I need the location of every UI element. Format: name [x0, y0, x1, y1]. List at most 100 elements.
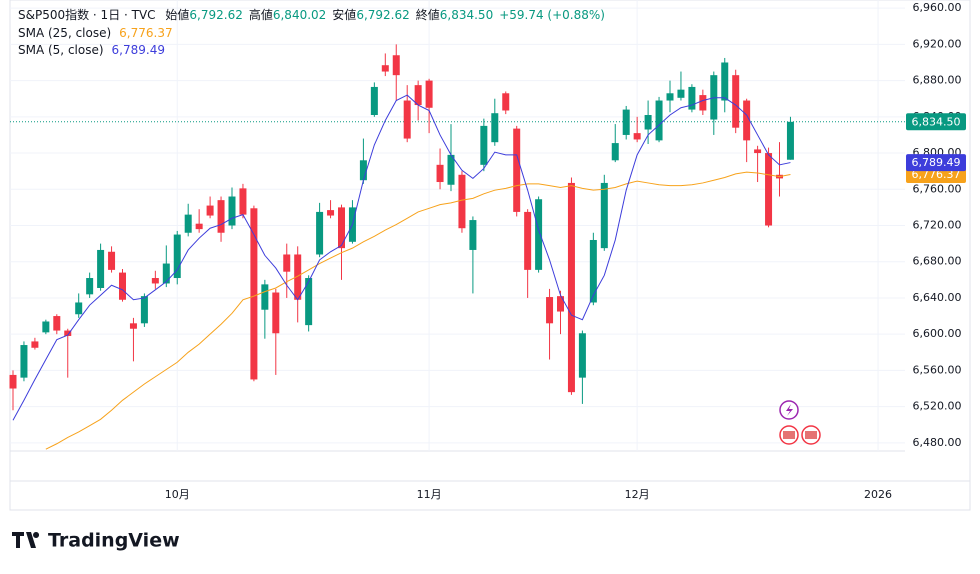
candle-body [64, 330, 72, 336]
candle-body [108, 251, 116, 270]
ohlc-label: 高値 [249, 7, 273, 22]
candle-body [622, 109, 630, 135]
brand-name: TradingView [48, 530, 180, 552]
candle-body [469, 220, 477, 250]
candle-body [140, 296, 148, 324]
candle-body [666, 93, 674, 101]
x-tick-label: 2026 [864, 488, 892, 501]
candle-body [338, 207, 345, 249]
candle-body [206, 205, 214, 216]
candle-body [381, 65, 389, 72]
candle-body [97, 249, 105, 288]
candle-body [480, 125, 488, 165]
x-tick-label: 12月 [625, 488, 650, 501]
price-axis: 6,480.00 6,520.00 6,560.00 6,600.00 6,640.00… [906, 1, 966, 449]
candle-body [9, 374, 17, 389]
candle-body [327, 210, 335, 216]
plot [9, 44, 794, 450]
x-tick-label: 11月 [417, 488, 442, 501]
candle-body [765, 153, 773, 226]
candle-body [42, 321, 50, 333]
candle-body [294, 254, 302, 300]
candle-body [786, 121, 794, 160]
candle-body [239, 188, 247, 215]
candle-body [151, 278, 159, 284]
indicator-legend: SMA (25, close) 6,776.37 [18, 26, 173, 40]
y-tick-label: 6,560.00 [913, 363, 962, 376]
candle-body [184, 214, 192, 233]
candle-body [513, 128, 521, 212]
candle-body [491, 113, 499, 143]
candle-body [743, 100, 751, 141]
indicator-value: 6,789.49 [112, 43, 165, 57]
candle-body [20, 345, 28, 378]
event-icons [779, 400, 821, 445]
candle-body [283, 254, 291, 272]
candle-body [162, 263, 170, 284]
candle-body [611, 143, 619, 161]
price-tag [906, 113, 966, 131]
candle-body [392, 55, 400, 76]
y-tick-label: 6,960.00 [913, 1, 962, 14]
candle-body [655, 100, 663, 141]
indicator-name: SMA (5, close) [18, 43, 104, 57]
y-tick-label: 6,720.00 [913, 219, 962, 232]
candle-body [316, 211, 324, 255]
sma-line [45, 171, 791, 450]
candle-body [261, 284, 269, 310]
indicator-value: 6,776.37 [119, 26, 172, 40]
candle-body [567, 182, 575, 393]
x-tick-label: 10月 [165, 488, 190, 501]
candle-body [53, 316, 61, 331]
chart-frame [9, 0, 971, 511]
candle-body [578, 333, 586, 378]
event-icon-glyph [786, 404, 793, 416]
candle-body [502, 93, 510, 111]
ohlc-value: 6,792.62 [356, 8, 409, 22]
change-value: +59.74 (+0.88%) [499, 8, 605, 22]
candle-body [305, 278, 313, 326]
candle-body [732, 75, 740, 128]
candle-body [644, 115, 652, 130]
candle-body [359, 160, 367, 181]
candle-body [31, 341, 39, 348]
y-tick-label: 6,600.00 [913, 327, 962, 340]
price-tag-label: 6,834.50 [912, 115, 961, 128]
ohlc-label: 始値 [165, 7, 189, 22]
price-tag-label: 6,776.37 [912, 168, 961, 181]
candle-body [721, 62, 729, 101]
flag-icon [783, 431, 795, 439]
y-tick-label: 6,760.00 [913, 182, 962, 195]
candle-body [535, 199, 543, 270]
symbol-title: S&P500指数 · 1日 · TVC [18, 7, 156, 22]
candle-body [75, 302, 83, 315]
candle-body [633, 133, 641, 140]
y-tick-label: 6,880.00 [913, 74, 962, 87]
brand-logo: TradingView [12, 530, 180, 552]
candle-body [589, 239, 597, 303]
indicator-legend: SMA (5, close) 6,789.49 [18, 43, 165, 57]
candle-body [699, 95, 707, 111]
y-tick-label: 6,520.00 [913, 400, 962, 413]
candle-body [119, 272, 126, 300]
candle-body [414, 85, 422, 106]
candle-body [86, 278, 94, 295]
indicator-name: SMA (25, close) [18, 26, 111, 40]
y-tick-label: 6,480.00 [913, 436, 962, 449]
y-tick-label: 6,640.00 [913, 291, 962, 304]
candle-body [129, 323, 137, 329]
candle-body [403, 100, 411, 139]
y-tick-label: 6,920.00 [913, 37, 962, 50]
candle-body [195, 223, 203, 230]
logo-mark [12, 532, 40, 548]
candle-body [228, 196, 236, 226]
candle-body [754, 149, 762, 154]
y-tick-label: 6,680.00 [913, 255, 962, 268]
candle-body [217, 200, 225, 233]
candle-body [173, 234, 181, 279]
symbol-legend: S&P500指数 · 1日 · TVC 始値6,792.62 高値6,840.02… [18, 7, 605, 22]
candle-body [677, 89, 685, 98]
ohlc-value: 6,834.50 [440, 8, 493, 22]
